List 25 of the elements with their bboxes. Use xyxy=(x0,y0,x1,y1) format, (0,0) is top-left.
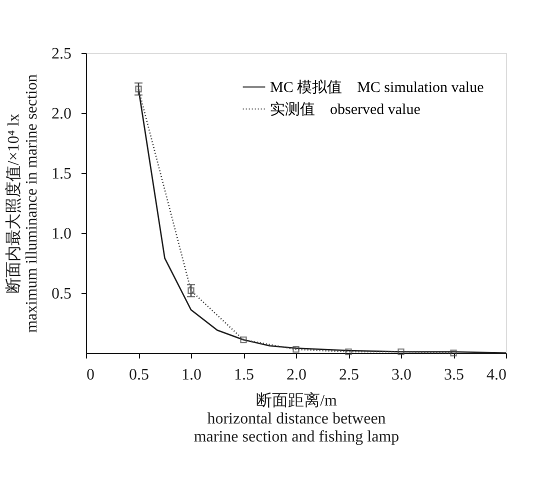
x-tick-label: 1.0 xyxy=(182,366,202,384)
point xyxy=(240,336,247,344)
x-tick-label: 3.0 xyxy=(392,366,412,384)
point xyxy=(450,350,457,356)
y-tick-label: 0.5 xyxy=(52,286,72,302)
y-tick-label: 2.0 xyxy=(52,106,72,122)
y-tick-label: 1.5 xyxy=(52,166,72,182)
legend-label: 实测值 observed value xyxy=(270,101,421,118)
x-tick-label: 1.5 xyxy=(234,366,254,384)
point xyxy=(398,348,404,356)
x-tick-label: 4.0 xyxy=(486,366,506,384)
x-tick-label: 0 xyxy=(86,366,94,384)
y-tick-label: 2.5 xyxy=(52,46,72,62)
x-tick-label: 3.5 xyxy=(444,366,464,384)
legend-label: MC 模拟值 MC simulation value xyxy=(270,79,484,96)
y-axis-title: 断面内最大照度值/×10⁴ lx maximum illuminance in marine section xyxy=(4,74,40,333)
point xyxy=(135,86,142,92)
x-tick-label: 2.0 xyxy=(286,366,306,384)
point xyxy=(188,287,194,294)
x-axis-title: 断面距离/m horizontal distance between marine section and fishing lamp xyxy=(194,392,400,446)
point xyxy=(292,346,300,353)
x-tick-label: 2.5 xyxy=(339,366,359,384)
x-tick-label: 0.5 xyxy=(129,366,149,384)
y-tick-label: 1.0 xyxy=(52,226,72,242)
point xyxy=(345,348,352,356)
